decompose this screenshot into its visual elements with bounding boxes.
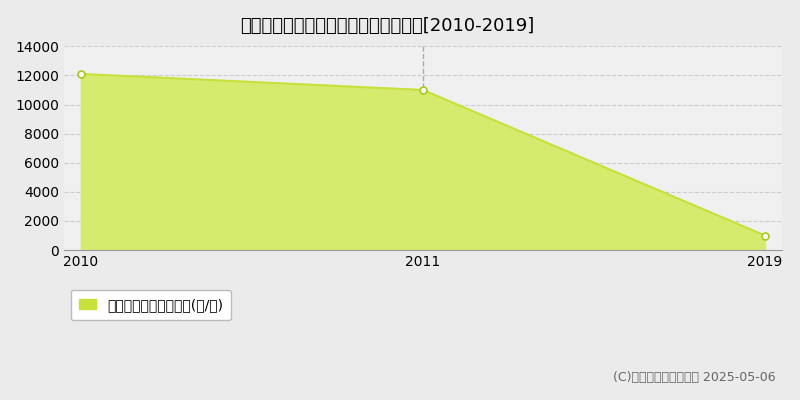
Legend: 農地価格　平均坪単価(円/坪): 農地価格 平均坪単価(円/坪) — [70, 290, 231, 320]
Point — [74, 71, 87, 77]
Text: (C)土地価格ドットコム 2025-05-06: (C)土地価格ドットコム 2025-05-06 — [614, 371, 776, 384]
Point — [417, 87, 430, 93]
Title: 中川郡幕別町忠類朝日　農地価格推移[2010-2019]: 中川郡幕別町忠類朝日 農地価格推移[2010-2019] — [240, 17, 534, 35]
Point — [758, 232, 771, 239]
